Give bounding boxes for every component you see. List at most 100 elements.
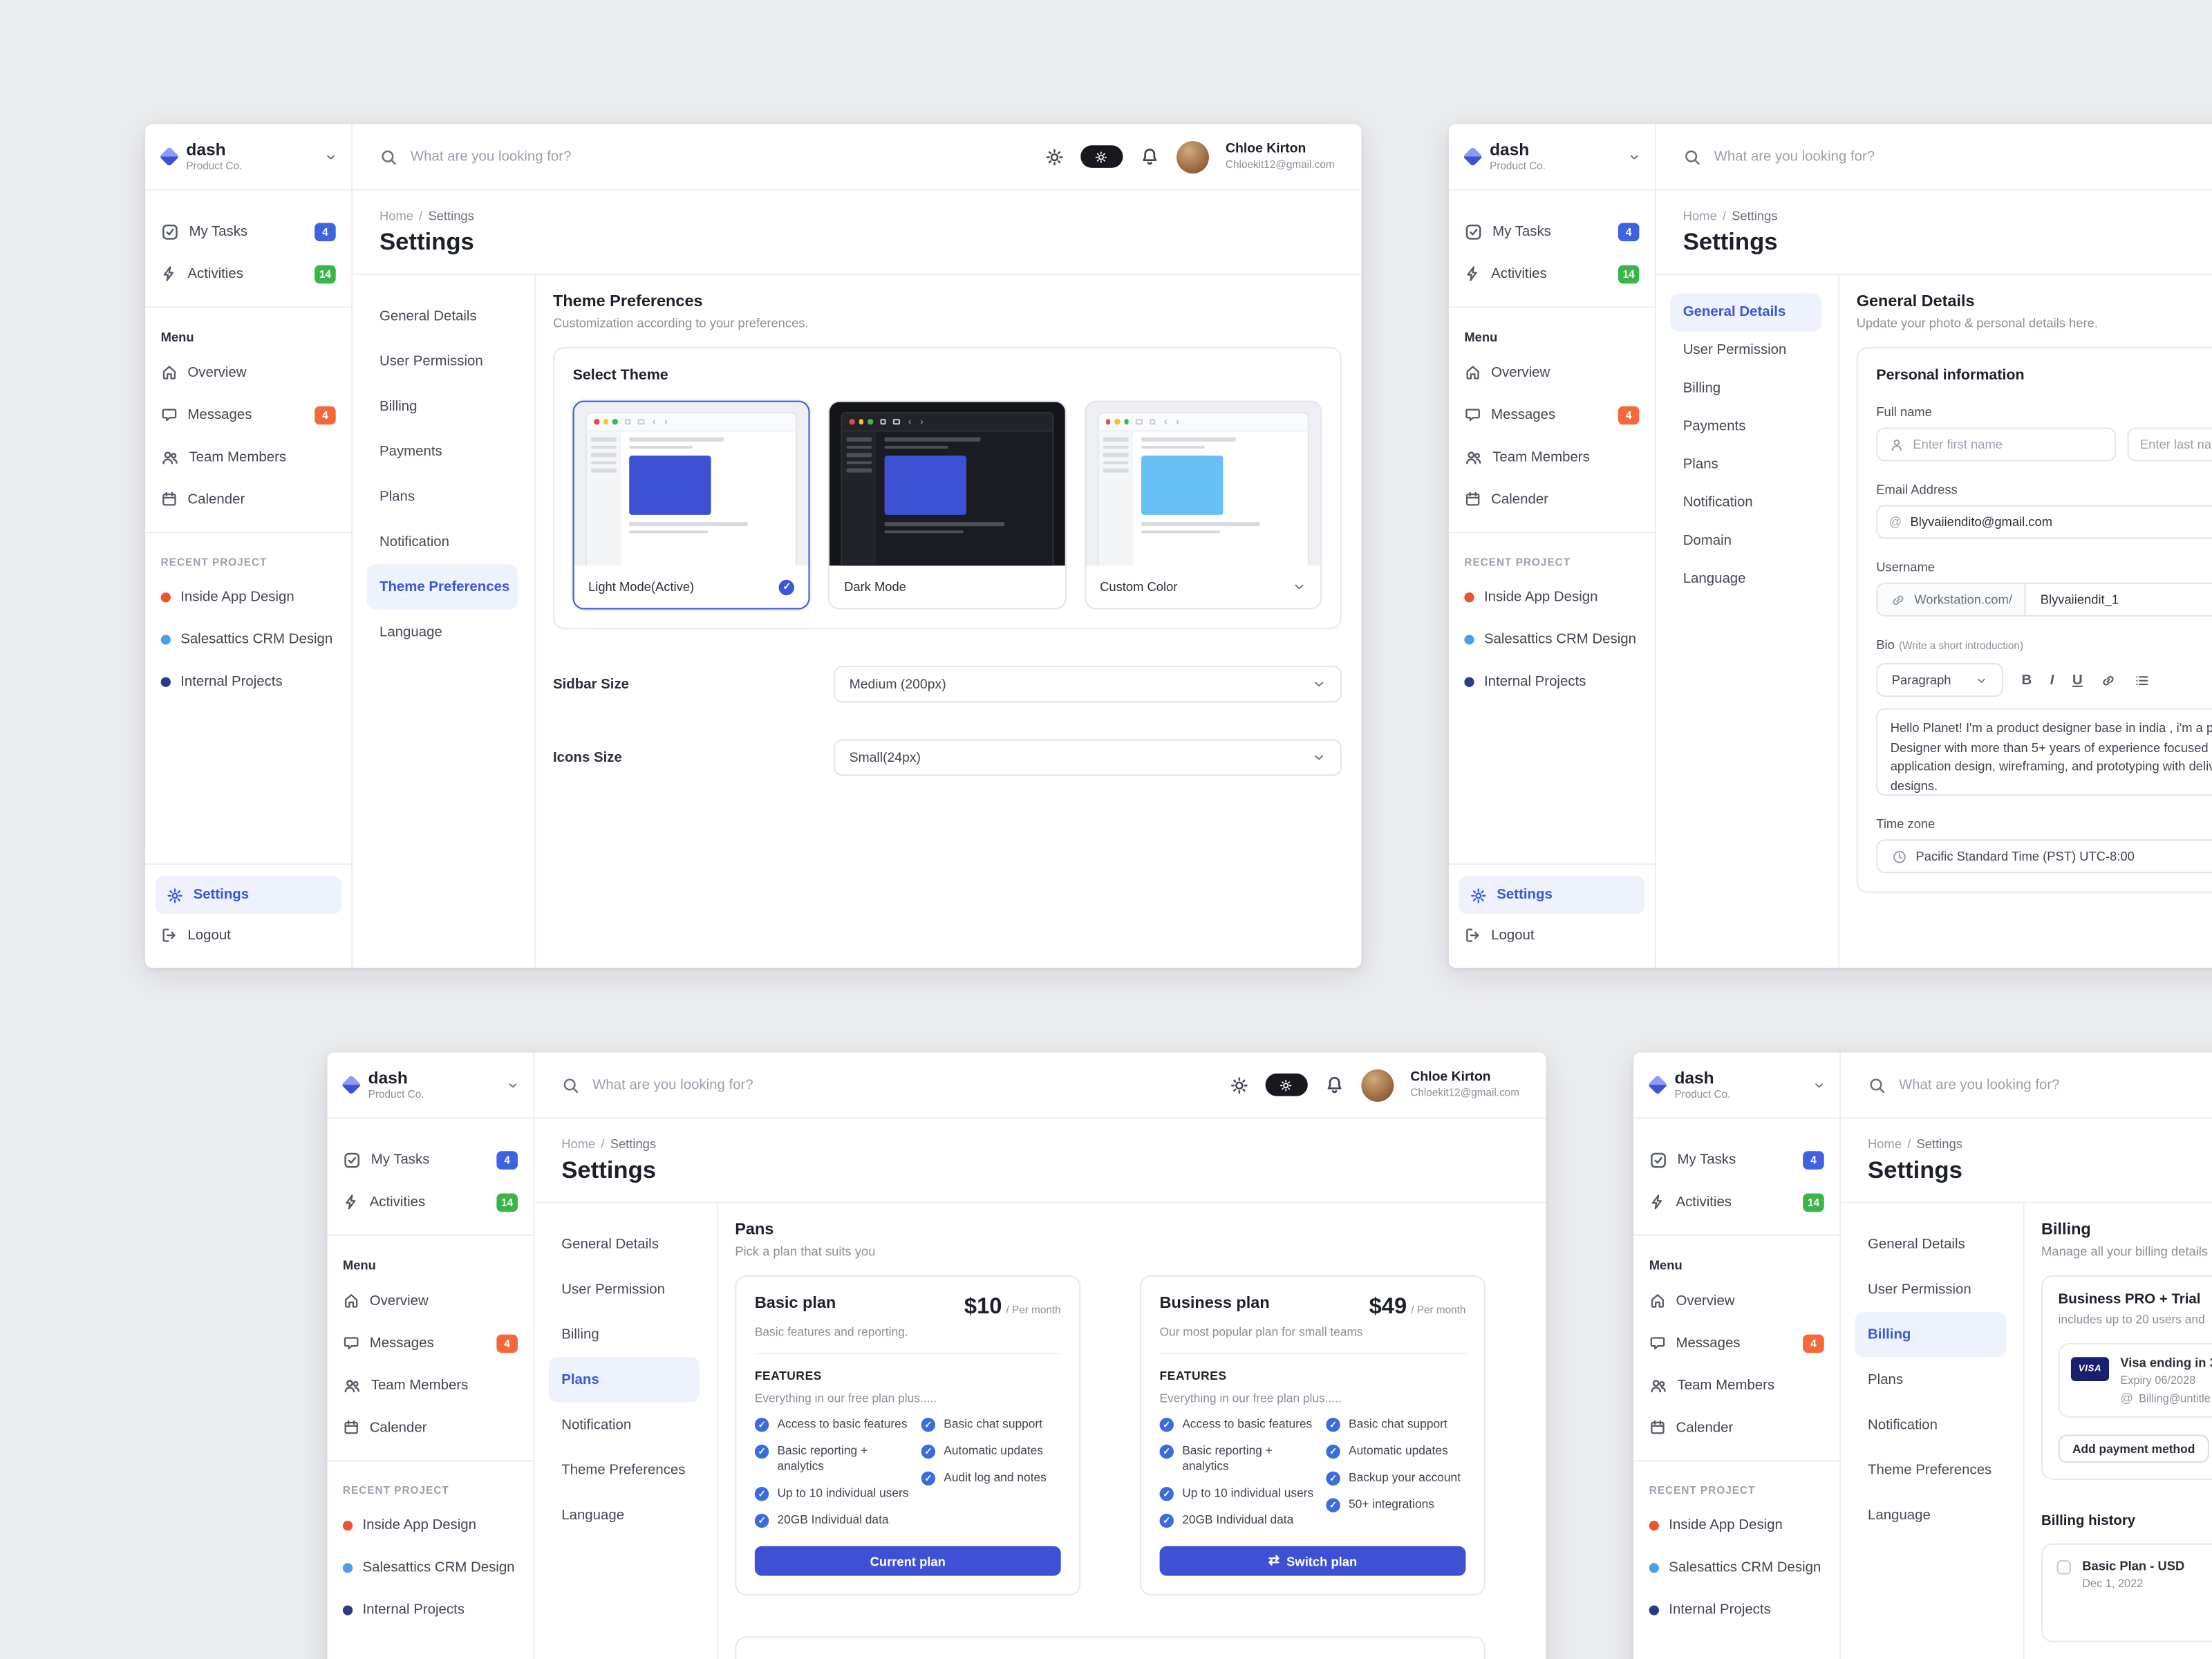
sidebar-item-project-inside-app-design[interactable]: Inside App Design — [1633, 1504, 1839, 1546]
sidebar-item-calender[interactable]: Calender — [1449, 478, 1655, 521]
sidbar-size-select[interactable]: Medium (200px) — [834, 666, 1342, 703]
workspace-switcher[interactable]: dash Product Co. — [1633, 1052, 1840, 1119]
sidebar-item-project-internal[interactable]: Internal Projects — [1449, 660, 1655, 702]
sidebar-item-project-salesattics[interactable]: Salesattics CRM Design — [327, 1546, 533, 1588]
sidebar-item-logout[interactable]: Logout — [145, 914, 351, 956]
settings-nav-theme-preferences[interactable]: Theme Preferences — [366, 564, 518, 610]
sidebar-item-team-members[interactable]: Team Members — [327, 1364, 533, 1406]
sidebar-item-project-salesattics[interactable]: Salesattics CRM Design — [145, 618, 351, 660]
sidebar-item-calender[interactable]: Calender — [327, 1407, 533, 1449]
theme-option-dark[interactable]: ‹ › Dark Mode — [828, 400, 1067, 610]
sidebar-item-project-salesattics[interactable]: Salesattics CRM Design — [1449, 618, 1655, 660]
sidebar-item-calender[interactable]: Calender — [1633, 1407, 1839, 1449]
breadcrumb-home[interactable]: Home — [1683, 209, 1717, 223]
sidebar-item-overview[interactable]: Overview — [145, 351, 351, 393]
sidebar-item-overview[interactable]: Overview — [1633, 1280, 1839, 1322]
workspace-switcher[interactable]: dash Product Co. — [327, 1052, 534, 1119]
breadcrumb-home[interactable]: Home — [379, 209, 413, 223]
settings-nav-general-details[interactable]: General Details — [1868, 1236, 1965, 1253]
current-plan-button[interactable]: Current plan — [754, 1546, 1061, 1576]
settings-nav-billing[interactable]: Billing — [561, 1327, 599, 1342]
sidebar-item-project-inside-app-design[interactable]: Inside App Design — [1449, 576, 1655, 618]
sidebar-item-messages[interactable]: Messages 4 — [1633, 1322, 1839, 1364]
sidebar-item-messages[interactable]: Messages 4 — [145, 393, 351, 435]
sidebar-item-my-tasks[interactable]: My Tasks 4 — [1449, 210, 1655, 252]
settings-nav-plans[interactable]: Plans — [548, 1357, 700, 1403]
sidebar-item-activities[interactable]: Activities 14 — [1449, 252, 1655, 294]
link-icon[interactable] — [2101, 672, 2116, 687]
dark-mode-toggle[interactable] — [1265, 1074, 1308, 1096]
italic-icon[interactable]: I — [2050, 672, 2054, 688]
sidebar-item-settings[interactable]: Settings — [155, 876, 341, 915]
settings-nav-language[interactable]: Language — [1683, 571, 1746, 587]
settings-nav-plans[interactable]: Plans — [1683, 457, 1718, 473]
email-input[interactable] — [1910, 514, 2212, 529]
underline-icon[interactable]: U — [2072, 672, 2083, 688]
sidebar-item-project-internal[interactable]: Internal Projects — [145, 660, 351, 702]
history-checkbox[interactable] — [2056, 1560, 2071, 1575]
sidebar-item-overview[interactable]: Overview — [327, 1280, 533, 1322]
sidebar-item-activities[interactable]: Activities 14 — [145, 252, 351, 294]
list-icon[interactable] — [2135, 672, 2150, 687]
theme-option-custom[interactable]: ‹ › Custom Color — [1084, 400, 1322, 610]
search-input[interactable] — [592, 1077, 917, 1093]
sidebar-item-project-salesattics[interactable]: Salesattics CRM Design — [1633, 1546, 1839, 1588]
dark-mode-toggle[interactable] — [1080, 145, 1123, 168]
breadcrumb-home[interactable]: Home — [561, 1136, 596, 1152]
settings-nav-billing[interactable]: Billing — [379, 398, 418, 414]
username-field[interactable]: Workstation.com/ Blyvaiiendit_1 — [1876, 582, 2212, 617]
first-name-field[interactable] — [1876, 427, 2117, 462]
settings-nav-domain[interactable]: Domain — [1683, 533, 1732, 549]
sidebar-item-messages[interactable]: Messages 4 — [1449, 393, 1655, 435]
light-mode-icon[interactable] — [1230, 1076, 1248, 1094]
icons-size-select[interactable]: Small(24px) — [834, 739, 1342, 776]
bio-textarea[interactable]: Hello Planet! I'm a product designer bas… — [1876, 708, 2212, 796]
workspace-switcher[interactable]: dash Product Co. — [1448, 124, 1655, 191]
avatar[interactable] — [1176, 140, 1209, 173]
settings-nav-payments[interactable]: Payments — [379, 443, 442, 460]
sidebar-item-team-members[interactable]: Team Members — [145, 436, 351, 478]
search-input[interactable] — [1714, 149, 2038, 165]
workspace-switcher[interactable]: dash Product Co. — [145, 124, 352, 191]
settings-nav-user-permission[interactable]: User Permission — [1683, 342, 1787, 359]
settings-nav-notification[interactable]: Notification — [1683, 495, 1753, 511]
bold-icon[interactable]: B — [2021, 672, 2032, 688]
settings-nav-plans[interactable]: Plans — [379, 489, 415, 505]
theme-option-light[interactable]: ‹ › Light Mode(Active) ✓ — [572, 400, 811, 610]
sidebar-item-activities[interactable]: Activities 14 — [1633, 1181, 1839, 1223]
sidebar-item-my-tasks[interactable]: My Tasks 4 — [1633, 1138, 1839, 1181]
settings-nav-language[interactable]: Language — [561, 1507, 625, 1524]
settings-nav-general-details[interactable]: General Details — [561, 1236, 659, 1253]
light-mode-icon[interactable] — [1045, 147, 1064, 166]
settings-nav-notification[interactable]: Notification — [379, 534, 449, 550]
sidebar-item-project-internal[interactable]: Internal Projects — [1633, 1588, 1839, 1631]
settings-nav-theme-preferences[interactable]: Theme Preferences — [561, 1462, 686, 1478]
sidebar-item-overview[interactable]: Overview — [1449, 351, 1655, 393]
settings-nav-theme-preferences[interactable]: Theme Preferences — [1868, 1462, 1992, 1478]
settings-nav-notification[interactable]: Notification — [1868, 1416, 1938, 1433]
settings-nav-user-permission[interactable]: User Permission — [561, 1282, 665, 1297]
sidebar-item-project-inside-app-design[interactable]: Inside App Design — [145, 576, 351, 618]
settings-nav-language[interactable]: Language — [379, 624, 442, 640]
settings-nav-user-permission[interactable]: User Permission — [379, 353, 483, 369]
first-name-input[interactable] — [1913, 437, 2103, 452]
sidebar-item-project-inside-app-design[interactable]: Inside App Design — [327, 1504, 533, 1546]
last-name-input[interactable] — [2139, 437, 2212, 452]
notifications-bell-icon[interactable] — [1140, 147, 1160, 167]
settings-nav-billing[interactable]: Billing — [1855, 1311, 2007, 1358]
sidebar-item-settings[interactable]: Settings — [1459, 876, 1645, 915]
search-input[interactable] — [410, 149, 735, 165]
search-input[interactable] — [1898, 1077, 2212, 1093]
settings-nav-user-permission[interactable]: User Permission — [1868, 1282, 1971, 1297]
settings-nav-notification[interactable]: Notification — [561, 1416, 632, 1433]
sidebar-item-project-internal[interactable]: Internal Projects — [327, 1588, 533, 1631]
sidebar-item-my-tasks[interactable]: My Tasks 4 — [145, 210, 351, 252]
sidebar-item-my-tasks[interactable]: My Tasks 4 — [327, 1138, 533, 1181]
settings-nav-language[interactable]: Language — [1868, 1507, 1931, 1524]
switch-plan-button[interactable]: ⇄ Switch plan — [1159, 1546, 1466, 1576]
sidebar-item-messages[interactable]: Messages 4 — [327, 1322, 533, 1364]
settings-nav-plans[interactable]: Plans — [1868, 1371, 1904, 1388]
sidebar-item-activities[interactable]: Activities 14 — [327, 1181, 533, 1223]
email-field[interactable]: @ — [1876, 505, 2212, 539]
sidebar-item-team-members[interactable]: Team Members — [1449, 436, 1655, 478]
